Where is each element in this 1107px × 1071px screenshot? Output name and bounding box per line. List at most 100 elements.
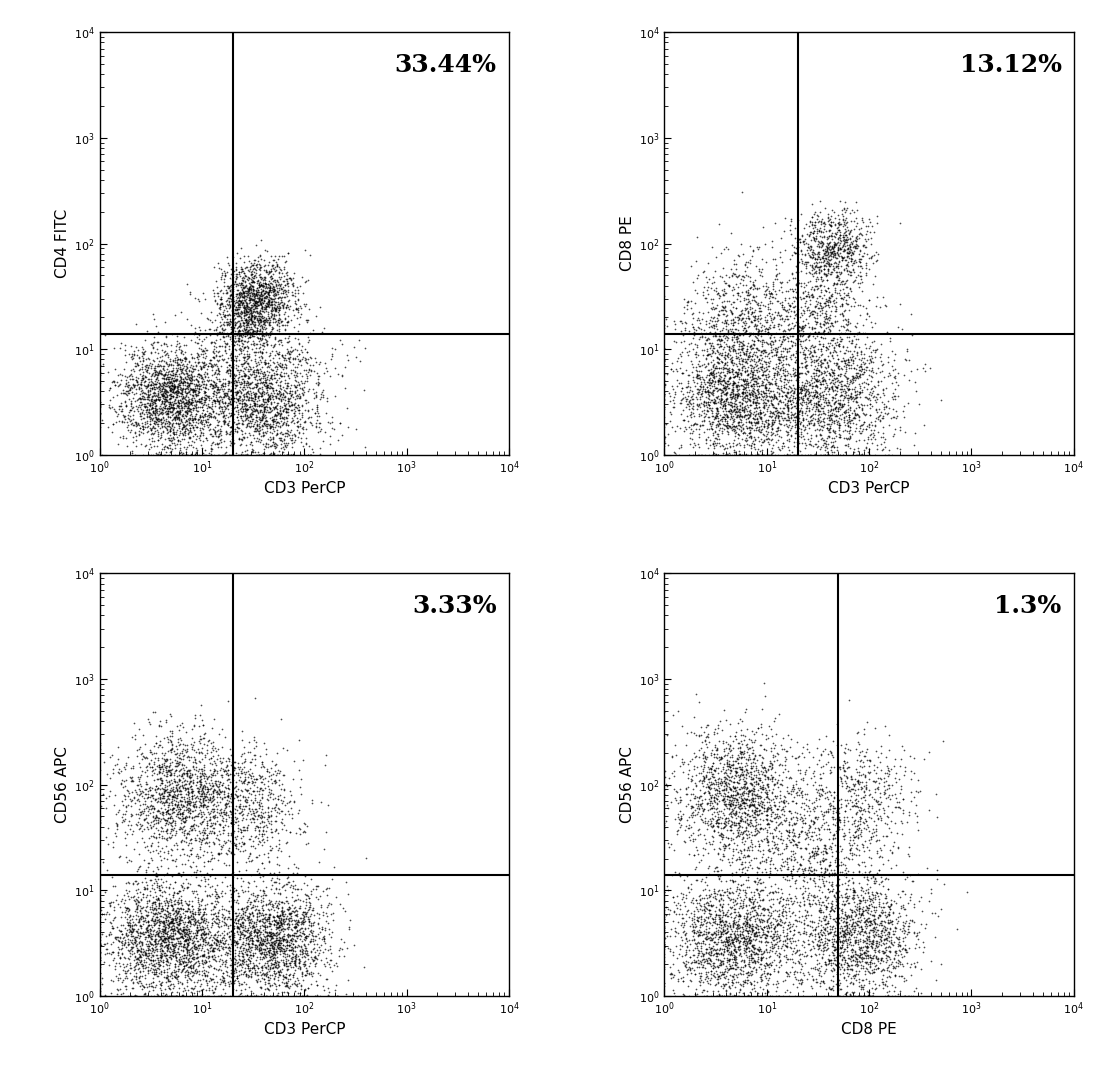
- Point: [825, 982, 842, 999]
- Point: [164, 399, 182, 417]
- Point: [156, 948, 174, 965]
- Point: [855, 405, 872, 422]
- Point: [762, 938, 779, 955]
- Point: [304, 902, 322, 919]
- Point: [754, 321, 772, 338]
- Point: [813, 343, 830, 360]
- Point: [176, 908, 194, 925]
- Point: [783, 783, 800, 800]
- Point: [201, 818, 219, 835]
- Point: [756, 933, 774, 950]
- Point: [207, 321, 225, 338]
- Point: [788, 987, 806, 1005]
- Point: [786, 334, 804, 351]
- Point: [257, 817, 275, 834]
- Point: [232, 408, 250, 425]
- Point: [705, 976, 723, 993]
- Point: [159, 787, 177, 804]
- Point: [146, 915, 164, 932]
- Point: [162, 374, 179, 391]
- Point: [856, 720, 873, 737]
- Point: [141, 405, 158, 422]
- Point: [297, 927, 314, 945]
- Point: [225, 963, 242, 980]
- Point: [195, 355, 213, 372]
- Point: [162, 376, 179, 393]
- Point: [148, 447, 166, 464]
- Point: [173, 976, 190, 993]
- Point: [722, 396, 739, 413]
- Point: [757, 926, 775, 944]
- Point: [175, 336, 193, 353]
- Point: [142, 936, 159, 953]
- Point: [259, 297, 277, 314]
- Point: [849, 916, 867, 933]
- Point: [906, 982, 923, 999]
- Point: [163, 804, 180, 821]
- Point: [696, 289, 714, 306]
- Point: [207, 361, 225, 378]
- Point: [743, 363, 761, 380]
- Point: [689, 270, 706, 287]
- Point: [231, 926, 249, 944]
- Point: [909, 784, 927, 801]
- Point: [267, 899, 284, 916]
- Point: [763, 942, 780, 960]
- Point: [218, 284, 236, 301]
- Point: [703, 335, 721, 352]
- Point: [225, 399, 242, 417]
- Point: [124, 980, 142, 997]
- Point: [138, 948, 156, 965]
- Point: [179, 808, 197, 825]
- Point: [161, 918, 178, 935]
- Point: [162, 442, 179, 459]
- Point: [189, 365, 207, 382]
- Point: [276, 983, 293, 1000]
- Point: [149, 392, 167, 409]
- Point: [859, 305, 877, 322]
- Point: [240, 927, 258, 945]
- Point: [834, 959, 851, 976]
- Point: [722, 749, 739, 766]
- Point: [875, 424, 892, 441]
- Point: [737, 429, 755, 447]
- Point: [158, 399, 176, 417]
- Point: [749, 873, 767, 890]
- Point: [239, 940, 257, 957]
- Point: [829, 238, 847, 255]
- Point: [736, 775, 754, 793]
- Point: [727, 267, 745, 284]
- Point: [674, 755, 692, 772]
- Point: [248, 447, 266, 464]
- Point: [135, 397, 153, 414]
- Point: [819, 208, 837, 225]
- Point: [269, 274, 287, 291]
- Point: [290, 386, 308, 403]
- Point: [690, 369, 707, 387]
- Point: [773, 274, 790, 291]
- Point: [827, 407, 845, 424]
- Point: [224, 358, 241, 375]
- Point: [156, 896, 174, 914]
- Point: [205, 748, 223, 765]
- Point: [798, 970, 816, 987]
- Point: [139, 408, 157, 425]
- Point: [141, 933, 158, 950]
- Point: [257, 906, 275, 923]
- Point: [810, 384, 828, 402]
- Point: [224, 809, 241, 826]
- Point: [228, 384, 246, 402]
- Point: [236, 333, 254, 350]
- Point: [880, 924, 898, 941]
- Point: [266, 939, 283, 956]
- Point: [858, 351, 876, 368]
- Point: [744, 382, 762, 399]
- Point: [152, 383, 169, 401]
- Point: [131, 930, 148, 947]
- Point: [221, 961, 239, 978]
- Point: [804, 246, 821, 263]
- Point: [877, 931, 894, 948]
- Point: [723, 398, 741, 416]
- Point: [265, 942, 282, 960]
- Point: [179, 908, 197, 925]
